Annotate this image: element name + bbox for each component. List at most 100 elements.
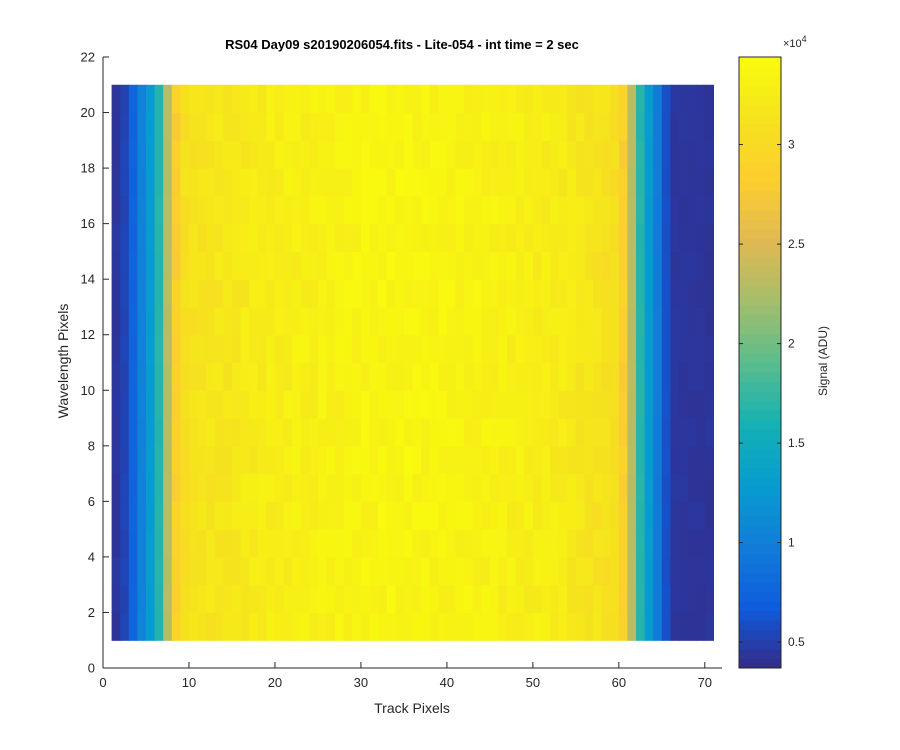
heatmap-cell <box>601 362 611 391</box>
heatmap-cell <box>214 418 224 447</box>
heatmap-cell <box>610 84 620 114</box>
heatmap-cell <box>223 390 233 419</box>
heatmap-cell <box>610 362 620 391</box>
heatmap-cell <box>421 418 431 447</box>
heatmap-cell <box>335 445 345 475</box>
heatmap-cell <box>636 334 646 364</box>
heatmap-cell <box>249 418 259 447</box>
heatmap-cell <box>704 84 715 114</box>
heatmap-cell <box>317 418 328 447</box>
heatmap-cell <box>386 612 396 641</box>
heatmap-cell <box>111 418 121 447</box>
heatmap-cell <box>369 112 379 141</box>
heatmap-cell <box>378 112 388 141</box>
heatmap-cell <box>636 195 646 225</box>
heatmap-cell <box>171 445 181 475</box>
heatmap-cell <box>309 251 319 280</box>
colorbar-segment <box>739 295 781 306</box>
heatmap-cell <box>223 529 233 558</box>
heatmap-cell <box>145 251 156 280</box>
heatmap-cell <box>446 418 457 447</box>
heatmap-cell <box>567 223 577 253</box>
heatmap-cell <box>670 445 680 475</box>
heatmap-cell <box>593 362 603 391</box>
heatmap-cell <box>532 306 543 336</box>
heatmap-cell <box>421 501 431 530</box>
heatmap-cell <box>214 334 224 364</box>
heatmap-cell <box>395 584 405 614</box>
heatmap-cell <box>128 168 138 197</box>
heatmap-cell <box>429 140 439 169</box>
heatmap-cell <box>679 306 689 336</box>
heatmap-cell <box>128 223 138 253</box>
heatmap-cell <box>283 473 293 502</box>
heatmap-cell <box>214 223 224 253</box>
heatmap-cell <box>163 390 173 419</box>
heatmap-cell <box>472 584 482 614</box>
heatmap-cell <box>524 251 534 280</box>
heatmap-cell <box>627 418 637 447</box>
heatmap-cell <box>231 418 242 447</box>
heatmap-cell <box>309 612 319 641</box>
heatmap-cell <box>653 279 663 308</box>
heatmap-cell <box>352 195 362 225</box>
heatmap-cell <box>507 612 517 641</box>
heatmap-cell <box>498 390 508 419</box>
heatmap-cell <box>188 445 199 475</box>
heatmap-cell <box>679 84 689 114</box>
heatmap-cell <box>188 140 199 169</box>
heatmap-cell <box>369 140 379 169</box>
heatmap-cell <box>309 473 319 502</box>
heatmap-cell <box>300 223 310 253</box>
heatmap-cell <box>352 612 362 641</box>
heatmap-cell <box>369 279 379 308</box>
y-tick-label: 2 <box>88 605 95 620</box>
heatmap-cell <box>618 279 629 308</box>
heatmap-cell <box>300 84 310 114</box>
colorbar-segment <box>739 524 781 535</box>
heatmap-cell <box>403 362 414 391</box>
heatmap-cell <box>128 584 138 614</box>
heatmap-cell <box>498 362 508 391</box>
heatmap-cell <box>360 84 371 114</box>
colorbar-exponent-power: 4 <box>802 34 807 44</box>
colorbar-segment <box>739 496 781 507</box>
heatmap-cell <box>128 279 138 308</box>
heatmap-cell <box>661 223 672 253</box>
heatmap-cell <box>584 445 594 475</box>
heatmap-cell <box>541 529 551 558</box>
heatmap-cell <box>704 501 715 530</box>
heatmap-cell <box>223 418 233 447</box>
heatmap-cell <box>188 473 199 502</box>
heatmap-cell <box>292 195 302 225</box>
heatmap-cell <box>644 362 654 391</box>
heatmap-cell <box>171 306 181 336</box>
heatmap-cell <box>455 251 465 280</box>
heatmap-cell <box>532 334 543 364</box>
heatmap-cell <box>197 140 207 169</box>
heatmap-cell <box>584 362 594 391</box>
heatmap-cell <box>395 612 405 641</box>
heatmap-cell <box>567 362 577 391</box>
heatmap-cell <box>584 195 594 225</box>
colorbar-tick-label: 1.5 <box>788 436 805 450</box>
heatmap-cell <box>567 334 577 364</box>
heatmap-cell <box>429 223 439 253</box>
heatmap-cell <box>455 112 465 141</box>
colorbar <box>738 56 782 669</box>
heatmap-cell <box>464 445 474 475</box>
heatmap-cell <box>644 584 654 614</box>
heatmap-cell <box>360 529 371 558</box>
heatmap-cell <box>687 251 697 280</box>
heatmap-cell <box>137 251 147 280</box>
heatmap-cell <box>283 168 293 197</box>
heatmap-cell <box>326 112 336 141</box>
heatmap-cell <box>266 140 276 169</box>
heatmap-cell <box>283 529 293 558</box>
heatmap-cell <box>704 584 715 614</box>
heatmap-cell <box>704 251 715 280</box>
heatmap-cell <box>283 390 293 419</box>
heatmap-cell <box>335 556 345 586</box>
heatmap-cell <box>498 84 508 114</box>
heatmap-cell <box>429 390 439 419</box>
